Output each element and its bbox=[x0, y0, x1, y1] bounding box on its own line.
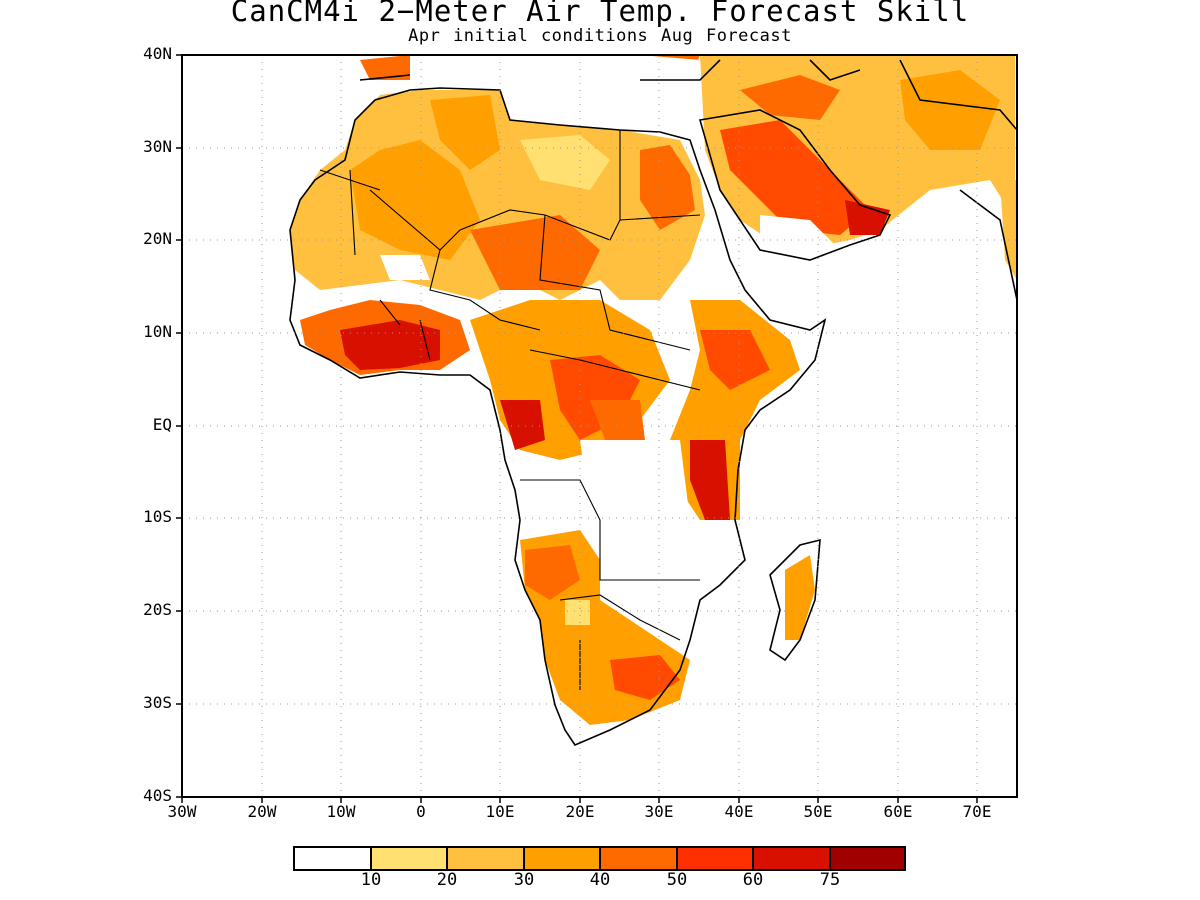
map-title: CanCM4i 2−Meter Air Temp. Forecast Skill bbox=[230, 0, 970, 28]
colorbar-swatch bbox=[370, 846, 448, 871]
lon-label: 40E bbox=[724, 802, 754, 821]
lon-label: 70E bbox=[962, 802, 992, 821]
colorbar-label: 75 bbox=[819, 870, 841, 890]
colorbar-swatch bbox=[446, 846, 525, 871]
colorbar-label: 50 bbox=[666, 870, 688, 890]
lat-label: 40S bbox=[143, 786, 172, 805]
colorbar-swatch bbox=[752, 846, 831, 871]
colorbar-label: 20 bbox=[436, 870, 458, 890]
lon-label: 20E bbox=[565, 802, 595, 821]
lon-label: 20W bbox=[247, 802, 277, 821]
colorbar-swatch bbox=[599, 846, 678, 871]
colorbar-swatch bbox=[523, 846, 601, 871]
lat-label: 20S bbox=[143, 600, 172, 619]
lat-label: 40N bbox=[143, 44, 172, 63]
colorbar-swatch bbox=[676, 846, 754, 871]
map-subtitle: Apr initial conditions Aug Forecast bbox=[408, 26, 792, 46]
lat-label: 30N bbox=[143, 137, 172, 156]
graticule bbox=[182, 55, 1017, 797]
axis-ticks bbox=[176, 54, 978, 803]
lon-label: 30W bbox=[167, 802, 197, 821]
lon-label: 0 bbox=[416, 802, 426, 821]
coastlines bbox=[289, 59, 1017, 746]
colorbar-swatch bbox=[293, 846, 372, 871]
colorbar-label: 40 bbox=[589, 870, 611, 890]
skill-shading bbox=[290, 55, 1017, 725]
lon-label: 50E bbox=[803, 802, 833, 821]
colorbar-label: 10 bbox=[360, 870, 382, 890]
colorbar-label: 60 bbox=[742, 870, 764, 890]
colorbar-swatch bbox=[829, 846, 906, 871]
colorbar bbox=[293, 846, 906, 871]
lon-label: 30E bbox=[644, 802, 674, 821]
colorbar-label: 30 bbox=[513, 870, 535, 890]
lat-label: 20N bbox=[143, 229, 172, 248]
lat-label: 30S bbox=[143, 693, 172, 712]
country-borders bbox=[319, 130, 701, 690]
lat-label: 10N bbox=[143, 322, 172, 341]
lon-label: 10W bbox=[326, 802, 356, 821]
lon-label: 10E bbox=[485, 802, 515, 821]
lat-label: 10S bbox=[143, 507, 172, 526]
lat-label: EQ bbox=[152, 415, 172, 434]
lon-label: 60E bbox=[883, 802, 913, 821]
